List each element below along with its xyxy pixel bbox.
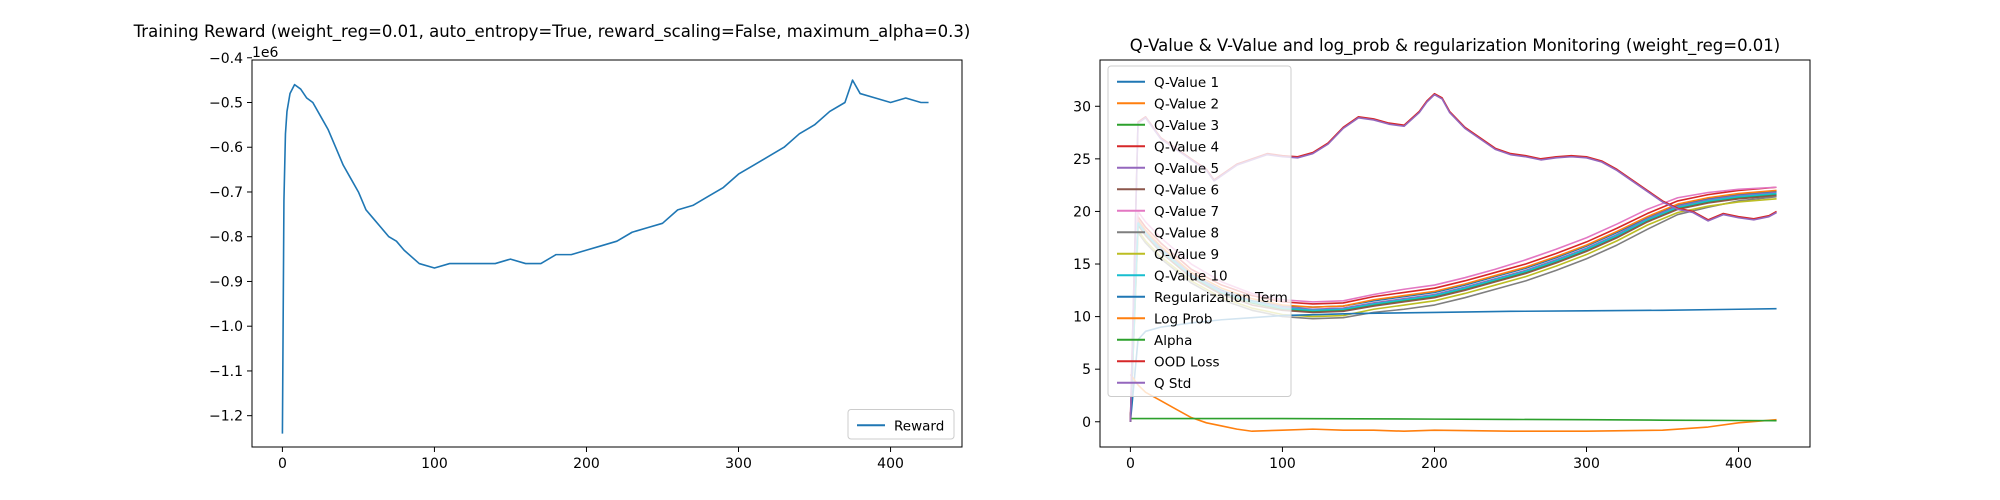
y-tick-label: −0.4 [209,51,243,67]
chart-title: Training Reward (weight_reg=0.01, auto_e… [133,22,971,42]
legend: Reward [847,409,955,440]
x-tick-label: 0 [1126,456,1135,472]
series-line-log-prob [1129,373,1777,433]
plot-frame [251,59,963,448]
axis-ticks: 0 100 200 300 400 0 5 10 15 20 25 30 [1073,99,1752,472]
training-reward-chart: Training Reward (weight_reg=0.01, auto_e… [133,22,971,472]
x-tick-label: 100 [1269,456,1296,472]
x-tick-label: 300 [725,456,752,472]
axis-ticks: 0 100 200 300 400 −1.2 −1.1 −1.0 −0.9 −0.8 −0.7 −0.… [209,51,904,472]
x-tick-label: 200 [573,456,600,472]
y-tick-label: −0.5 [209,96,243,112]
y-tick-label: 30 [1073,99,1091,115]
y-tick-label: −1.2 [209,409,243,425]
y-tick-label: 25 [1073,152,1091,168]
legend-label-q-value-3: Q-Value 3 [1154,118,1219,134]
y-tick-label: −0.9 [209,274,243,290]
plot-frame [1099,59,1811,448]
q-value-monitoring-chart: Q-Value & V-Value and log_prob & regular… [1073,36,1811,472]
y-tick-label: −0.8 [209,230,243,246]
y-tick-label: 10 [1073,310,1091,326]
legend-label-reward: Reward [894,418,944,434]
legend-label-q-value-7: Q-Value 7 [1154,204,1219,220]
legend-label-q-value-10: Q-Value 10 [1154,268,1228,284]
series-line-reward [281,79,929,434]
x-tick-label: 200 [1421,456,1448,472]
y-tick-label: −1.0 [209,319,243,335]
legend-label-q-value-9: Q-Value 9 [1154,247,1219,263]
series-line-alpha [1130,417,1777,422]
y-tick-label: 0 [1082,415,1091,431]
y-tick-label: 20 [1073,204,1091,220]
chart-title: Q-Value & V-Value and log_prob & regular… [1130,36,1781,56]
x-tick-label: 300 [1573,456,1600,472]
legend-label-ood-loss: OOD Loss [1154,354,1220,370]
legend: Q-Value 1 Q-Value 2 Q-Value 3 Q-Value 4 Q-Va… [1107,65,1292,397]
y-tick-label: 15 [1073,257,1091,273]
y-offset-label: 1e6 [252,45,279,61]
legend-label-q-value-6: Q-Value 6 [1154,182,1219,198]
x-tick-label: 400 [1725,456,1752,472]
legend-label-log-prob: Log Prob [1154,311,1212,327]
legend-label-q-value-8: Q-Value 8 [1154,225,1219,241]
series-lines [281,79,929,434]
y-tick-label: −0.6 [209,140,243,156]
legend-label-regularization-term: Regularization Term [1154,290,1288,306]
legend-box [1107,65,1292,397]
y-tick-label: −1.1 [209,364,243,380]
y-tick-label: −0.7 [209,185,243,201]
y-tick-label: 5 [1082,362,1091,378]
legend-label-q-value-5: Q-Value 5 [1154,161,1219,177]
x-tick-label: 400 [877,456,904,472]
x-tick-label: 0 [278,456,287,472]
legend-label-q-value-4: Q-Value 4 [1154,139,1219,155]
legend-label-q-std: Q Std [1154,376,1191,392]
legend-label-alpha: Alpha [1154,333,1192,349]
x-tick-label: 100 [421,456,448,472]
legend-box [847,409,955,440]
legend-label-q-value-2: Q-Value 2 [1154,96,1219,112]
legend-label-q-value-1: Q-Value 1 [1154,75,1219,91]
